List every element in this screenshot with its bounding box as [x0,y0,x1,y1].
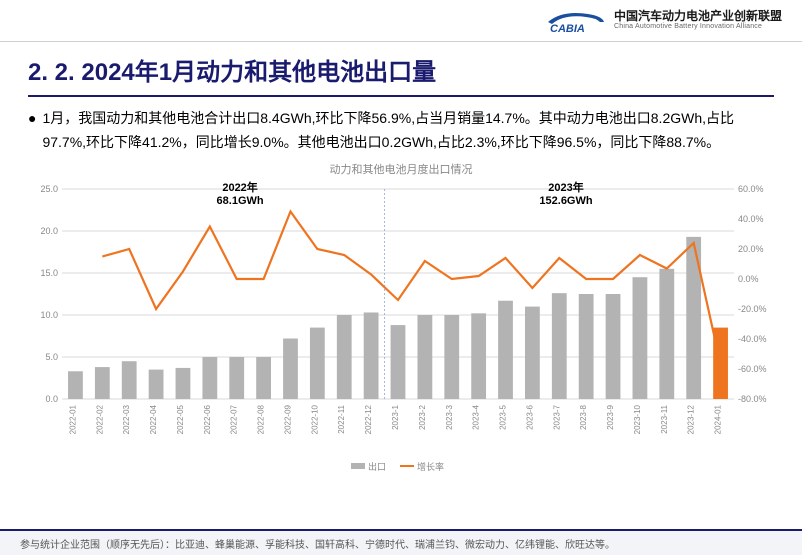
svg-text:-40.0%: -40.0% [738,334,767,344]
svg-text:20.0%: 20.0% [738,244,764,254]
footer-note: 参与统计企业范围（顺序无先后）：比亚迪、蜂巢能源、孚能科技、国轩高科、宁德时代、… [0,529,802,555]
chart-svg: 0.0 5.0 10.0 15.0 20.0 25.0 -80.0% -60.0% -40.0%… [28,179,774,479]
svg-text:2023-7: 2023-7 [552,404,561,429]
svg-text:152.6GWh: 152.6GWh [539,195,592,207]
brand-name-cn: 中国汽车动力电池产业创新联盟 [614,10,782,23]
svg-text:2023-12: 2023-12 [687,404,696,434]
svg-text:5.0: 5.0 [45,352,58,362]
svg-text:15.0: 15.0 [40,268,58,278]
svg-text:2023-10: 2023-10 [633,404,642,434]
svg-text:2022-01: 2022-01 [68,404,77,434]
svg-text:10.0: 10.0 [40,310,58,320]
svg-text:2023-4: 2023-4 [472,404,481,429]
svg-text:2023-3: 2023-3 [445,404,454,429]
svg-text:2022年: 2022年 [222,180,257,194]
svg-text:2023-6: 2023-6 [525,404,534,429]
svg-text:2022-12: 2022-12 [364,404,373,434]
svg-text:2023-5: 2023-5 [499,404,508,429]
page-title: 2. 2. 2024年1月动力和其他电池出口量 [28,52,774,97]
brand-text: 中国汽车动力电池产业创新联盟 China Automotive Battery … [614,10,782,31]
svg-text:2023-11: 2023-11 [660,404,669,433]
svg-text:2022-10: 2022-10 [310,404,319,434]
svg-text:出口: 出口 [368,461,386,472]
brand-logo-block: CABIA 中国汽车动力电池产业创新联盟 China Automotive Ba… [542,8,782,34]
svg-text:-80.0%: -80.0% [738,394,767,404]
bullet-icon: ● [28,107,36,155]
brand-name-en: China Automotive Battery Innovation Alli… [614,23,782,31]
svg-text:2023-2: 2023-2 [418,404,427,429]
svg-text:2022-07: 2022-07 [230,404,239,434]
content: 2. 2. 2024年1月动力和其他电池出口量 ● 1月，我国动力和其他电池合计… [0,42,802,479]
svg-text:2023-9: 2023-9 [606,404,615,429]
svg-text:68.1GWh: 68.1GWh [217,195,264,207]
bullet-text: 1月，我国动力和其他电池合计出口8.4GWh,环比下降56.9%,占当月销量14… [42,107,774,155]
svg-text:20.0: 20.0 [40,226,58,236]
svg-text:2022-09: 2022-09 [283,404,292,434]
export-chart: 0.0 5.0 10.0 15.0 20.0 25.0 -80.0% -60.0% -40.0%… [28,179,774,479]
svg-text:2022-08: 2022-08 [257,404,266,434]
chart-title: 动力和其他电池月度出口情况 [28,161,774,177]
svg-text:2022-02: 2022-02 [95,404,104,434]
svg-text:25.0: 25.0 [40,184,58,194]
svg-text:60.0%: 60.0% [738,184,764,194]
header: CABIA 中国汽车动力电池产业创新联盟 China Automotive Ba… [0,0,802,42]
svg-text:2022-05: 2022-05 [176,404,185,434]
svg-text:-60.0%: -60.0% [738,364,767,374]
svg-text:0.0: 0.0 [45,394,58,404]
svg-text:2022-03: 2022-03 [122,404,131,434]
logo-text: CABIA [550,23,585,34]
svg-text:2022-11: 2022-11 [337,404,346,433]
svg-text:2023年: 2023年 [548,180,583,194]
svg-text:2022-04: 2022-04 [149,404,158,434]
svg-text:-20.0%: -20.0% [738,304,767,314]
svg-text:0.0%: 0.0% [738,274,759,284]
svg-text:2022-06: 2022-06 [203,404,212,434]
svg-text:2024-01: 2024-01 [714,404,723,434]
svg-text:2023-8: 2023-8 [579,404,588,429]
cabia-logo-icon: CABIA [542,8,606,34]
svg-text:2023-1: 2023-1 [391,404,400,429]
bullet-row: ● 1月，我国动力和其他电池合计出口8.4GWh,环比下降56.9%,占当月销量… [28,107,774,155]
svg-text:40.0%: 40.0% [738,214,764,224]
svg-text:增长率: 增长率 [417,461,444,472]
